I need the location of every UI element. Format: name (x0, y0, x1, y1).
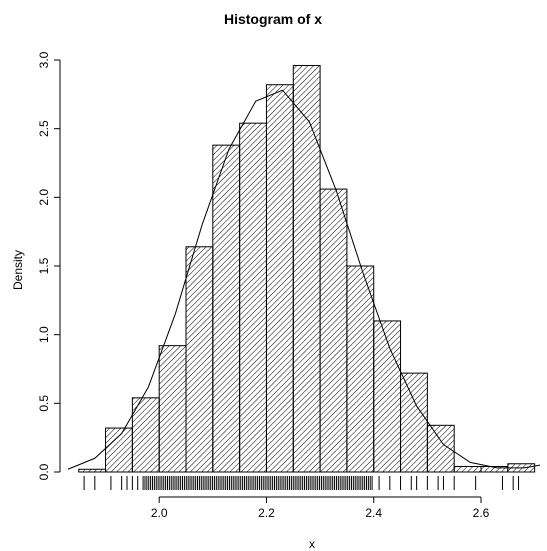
histogram-bar (185, 246, 214, 473)
histogram-bar (105, 427, 133, 473)
histogram-bar (78, 468, 107, 473)
rug-group (83, 476, 520, 490)
x-axis-label: x (309, 537, 315, 551)
x-tick-label: 2.4 (365, 506, 382, 520)
x-tick-label: 2.2 (258, 506, 275, 520)
y-tick-label: 2.5 (37, 120, 51, 137)
histogram-bar (319, 188, 348, 473)
density-curve (67, 89, 541, 470)
histogram-bar (265, 84, 294, 473)
chart-title: Histogram of x (224, 11, 322, 27)
histogram-bar (212, 144, 241, 473)
x-tick-label: 2.6 (473, 506, 490, 520)
histogram-bar (453, 466, 482, 473)
x-tick-label: 2.0 (151, 506, 168, 520)
y-tick-label: 3.0 (37, 51, 51, 68)
y-tick-label: 0.5 (37, 395, 51, 412)
histogram-bar (292, 64, 321, 473)
y-tick-label: 1.5 (37, 257, 51, 274)
y-axis: 0.0 0.5 1.0 1.5 2.0 2.5 3.0 (37, 51, 61, 480)
x-axis: 2.0 2.2 2.4 2.6 (151, 496, 490, 520)
histogram-bar (346, 265, 375, 473)
y-axis-label: Density (11, 250, 25, 290)
histogram-bar (239, 122, 267, 473)
histogram-bar (158, 345, 187, 473)
histogram-bar (373, 320, 402, 473)
histogram-bar (131, 397, 160, 473)
histogram-bar (400, 372, 428, 473)
bars-group (78, 64, 536, 473)
y-tick-label: 2.0 (37, 189, 51, 206)
y-tick-label: 1.0 (37, 326, 51, 343)
y-tick-label: 0.0 (37, 463, 51, 480)
density-curve-group (67, 89, 541, 470)
